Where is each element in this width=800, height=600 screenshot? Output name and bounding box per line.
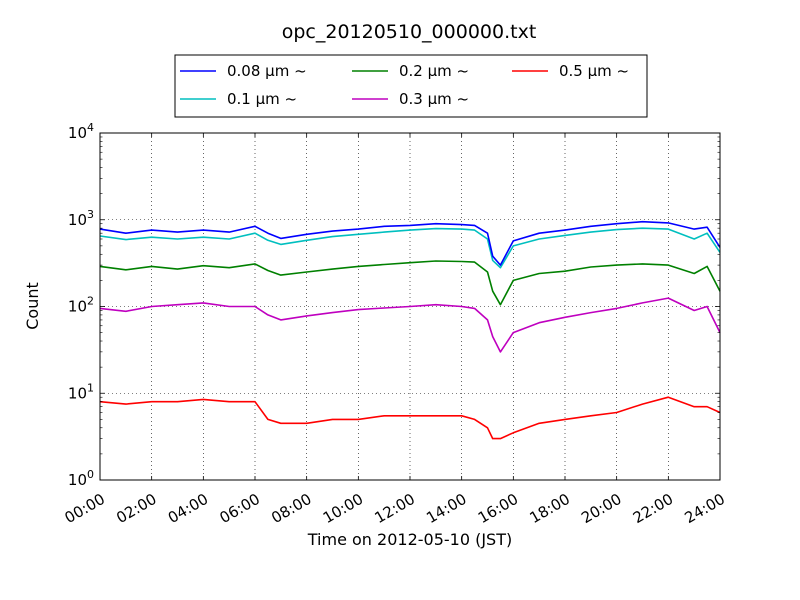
y-tick-label-exponent: 0 <box>87 468 94 481</box>
y-tick-label: 101 <box>68 381 94 402</box>
grid <box>100 133 720 480</box>
y-tick-label-base: 10 <box>68 384 87 402</box>
legend-label-0: 0.08 μm ~ <box>227 62 307 80</box>
chart-title: opc_20120510_000000.txt <box>282 21 537 43</box>
legend-label-1: 0.1 μm ~ <box>227 90 297 108</box>
series-line-3 <box>99 297 721 353</box>
legend-label-3: 0.3 μm ~ <box>399 90 469 108</box>
plot-lines <box>99 220 721 440</box>
y-tick-label-base: 10 <box>68 211 87 229</box>
y-tick-label-exponent: 3 <box>87 208 94 221</box>
legend-label-2: 0.2 μm ~ <box>399 62 469 80</box>
y-axis-label: Count <box>23 282 42 330</box>
y-tick-label: 100 <box>68 468 94 489</box>
axis-ticks <box>99 132 721 481</box>
legend-label-4: 0.5 μm ~ <box>559 62 629 80</box>
legend-box <box>174 54 648 118</box>
series-line-1 <box>99 227 721 269</box>
legend: 0.08 μm ~ 0.1 μm ~ 0.2 μm ~ 0.3 μm ~ 0.5 μm … <box>174 54 648 118</box>
y-tick-label: 104 <box>68 121 94 142</box>
x-axis-label: Time on 2012-05-10 (JST) <box>307 530 512 549</box>
y-tick-label: 103 <box>68 208 94 229</box>
y-tick-label-exponent: 1 <box>87 381 94 394</box>
y-tick-label-base: 10 <box>68 124 87 142</box>
series-line-2 <box>99 260 721 306</box>
y-tick-label-exponent: 2 <box>87 295 94 308</box>
y-tick-label-exponent: 4 <box>87 121 94 134</box>
series-line-0 <box>99 220 721 266</box>
y-tick-label: 102 <box>68 295 94 316</box>
series-line-4 <box>99 396 721 440</box>
y-tick-label-base: 10 <box>68 471 87 489</box>
y-tick-label-base: 10 <box>68 298 87 316</box>
